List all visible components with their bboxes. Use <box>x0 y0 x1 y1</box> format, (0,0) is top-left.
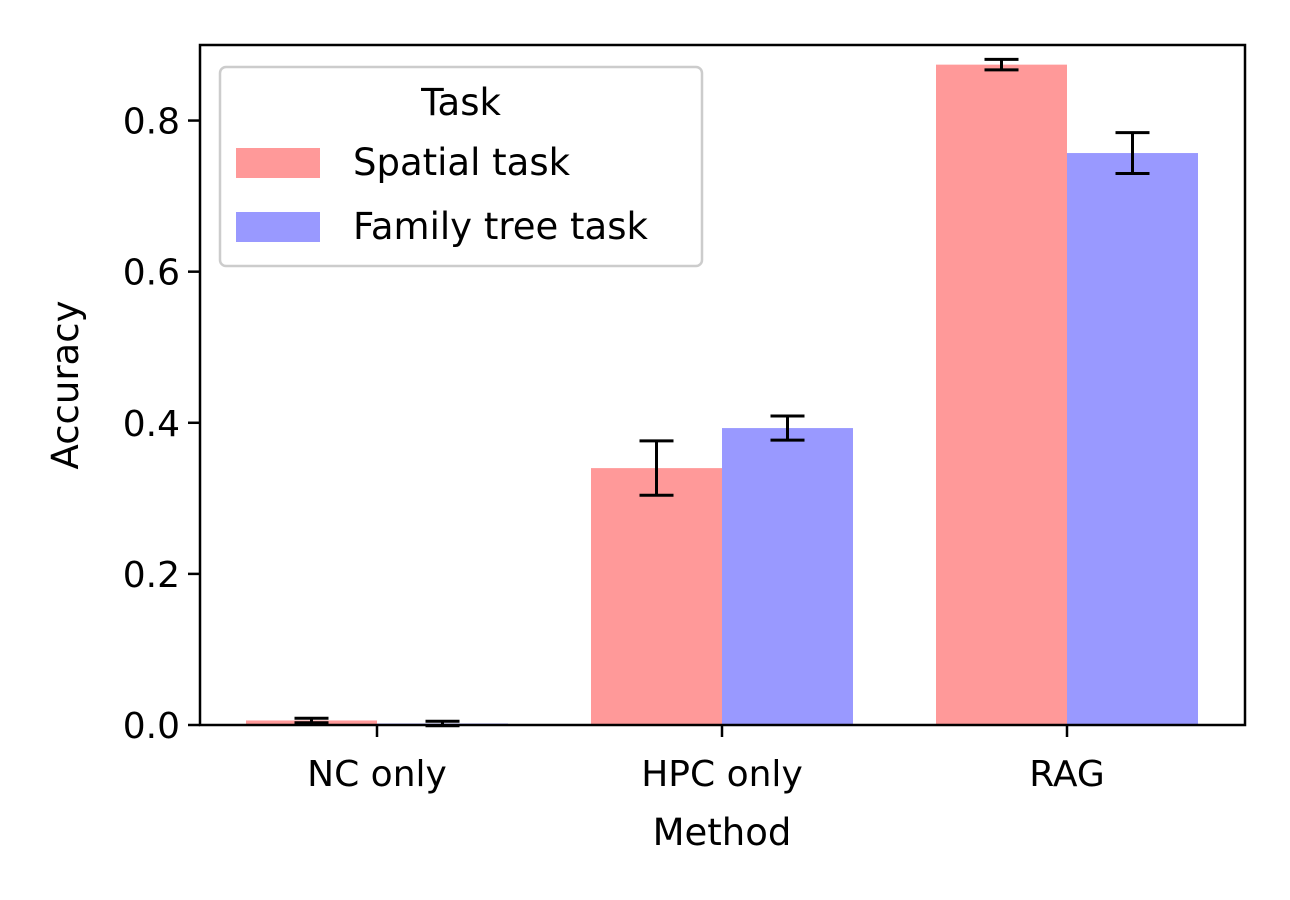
legend-title: Task <box>420 81 501 124</box>
error-bar-family-tree-task-hpc-only <box>770 414 805 442</box>
legend-label-spatial-task: Spatial task <box>353 141 571 184</box>
x-tick-label-hpc-only: HPC only <box>641 754 803 795</box>
legend-frame <box>218 65 704 268</box>
error-bar-spatial-task-hpc-only <box>639 439 674 497</box>
y-tick-label: 0.2 <box>123 555 180 596</box>
bar-spatial-task-hpc-only <box>591 468 722 725</box>
x-axis: NC only HPC only RAG <box>307 725 1105 795</box>
y-tick-label: 0.6 <box>123 253 180 294</box>
x-axis-label: Method <box>653 811 792 854</box>
error-bar-spatial-task-nc-only <box>294 716 329 725</box>
legend-label-family-tree-task: Family tree task <box>353 205 648 248</box>
plot-frame <box>198 43 1247 727</box>
bar-family-tree-task-rag <box>1067 153 1198 726</box>
error-bar-family-tree-task-rag <box>1115 131 1150 175</box>
legend-swatch-spatial-task <box>236 148 320 178</box>
bar-family-tree-task-hpc-only <box>722 428 853 725</box>
bar-spatial-task-rag <box>936 64 1067 725</box>
x-tick-label-nc-only: NC only <box>307 754 447 795</box>
y-axis: 0.0 0.2 0.4 0.6 0.8 <box>123 102 200 747</box>
bars-group <box>246 64 1198 726</box>
y-axis-label: Accuracy <box>44 301 87 470</box>
y-tick-label: 0.0 <box>123 706 180 747</box>
error-bar-spatial-task-rag <box>984 57 1019 72</box>
error-bars-group <box>294 57 1150 728</box>
x-tick-label-rag: RAG <box>1029 754 1104 795</box>
legend: Task Spatial task Family tree task <box>218 65 704 268</box>
y-tick-label: 0.8 <box>123 102 180 143</box>
legend-swatch-family-tree-task <box>236 212 320 242</box>
y-tick-label: 0.4 <box>123 404 180 445</box>
